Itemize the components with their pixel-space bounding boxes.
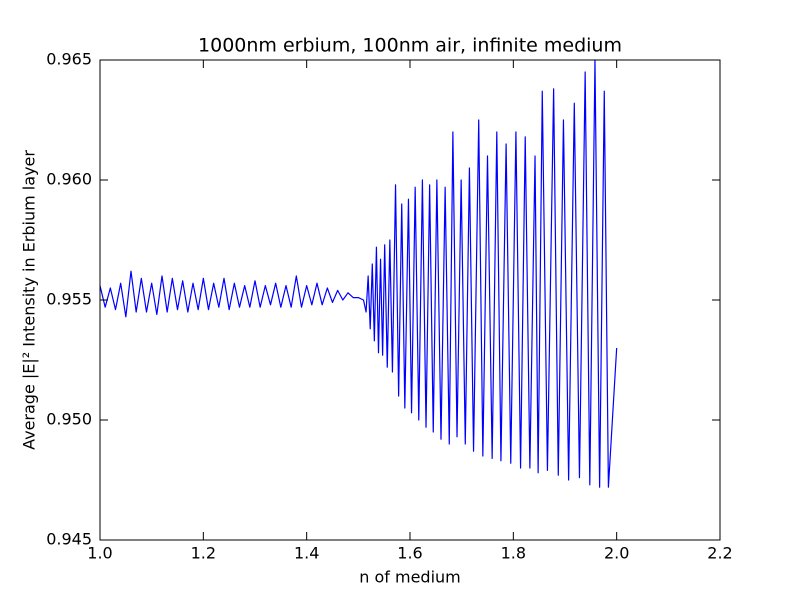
y-tick-label: 0.960: [46, 170, 92, 189]
chart-title: 1000nm erbium, 100nm air, infinite mediu…: [198, 35, 622, 57]
y-tick-label: 0.965: [46, 50, 92, 69]
x-tick-label: 1.8: [501, 544, 526, 563]
x-tick-label: 1.0: [87, 544, 112, 563]
y-tick-label: 0.955: [46, 290, 92, 309]
y-tick-label: 0.945: [46, 530, 92, 549]
x-tick-label: 2.2: [707, 544, 732, 563]
x-tick-label: 2.0: [604, 544, 629, 563]
y-axis-label: Average |E|² Intensity in Erbium layer: [20, 150, 39, 450]
y-tick-label: 0.950: [46, 410, 92, 429]
data-line: [99, 59, 618, 488]
x-tick-label: 1.6: [397, 544, 422, 563]
x-tick-label: 1.4: [294, 544, 319, 563]
x-tick-label: 1.2: [191, 544, 216, 563]
x-axis-label: n of medium: [359, 568, 461, 587]
